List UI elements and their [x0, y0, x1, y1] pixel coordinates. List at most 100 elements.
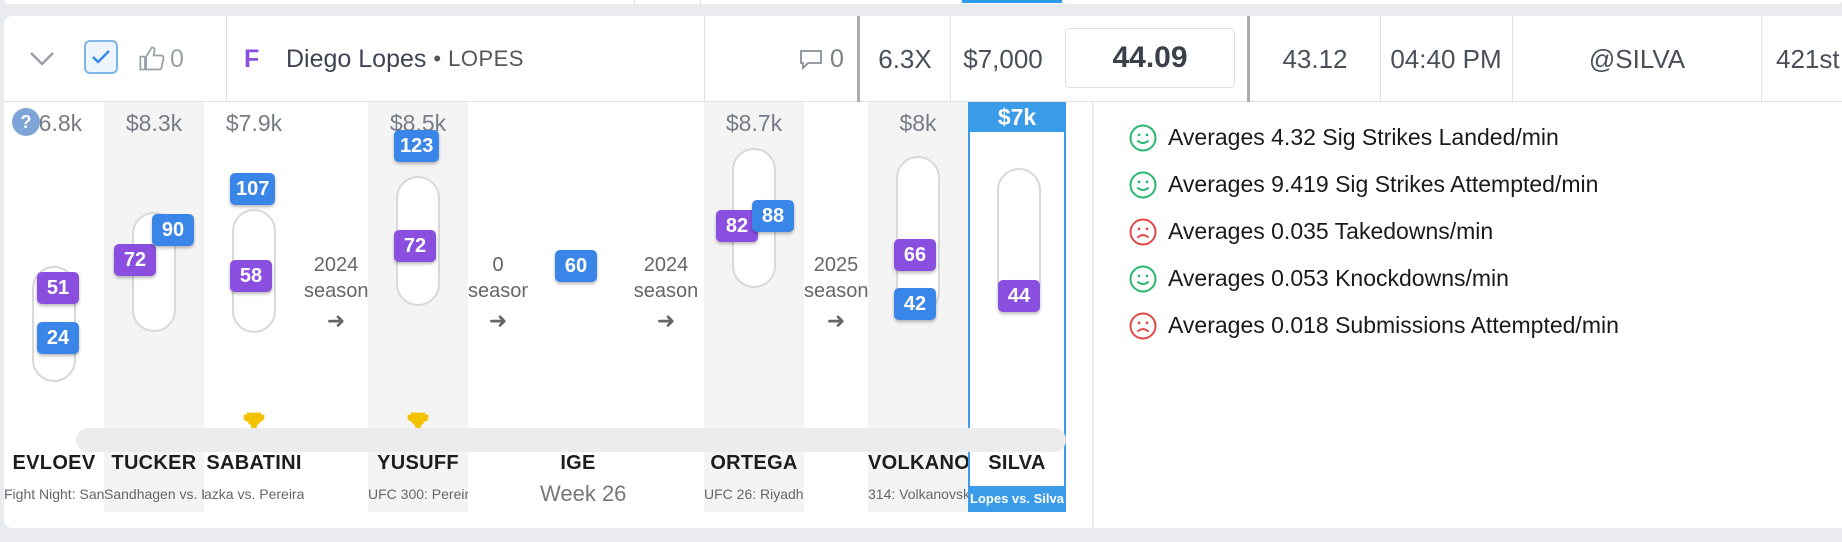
note-item: Averages 0.018 Submissions Attempted/min — [1128, 302, 1619, 349]
event-name: Sandhagen vs. Font — [104, 486, 204, 502]
opponent-name: EVLOEV — [12, 452, 96, 474]
event-name: Fight Night: Sandhagen vs. Font — [4, 486, 104, 502]
player-name-block[interactable]: Diego Lopes • LOPES — [286, 16, 524, 102]
chevron-down-icon[interactable] — [29, 51, 55, 67]
season-year: 0 — [492, 254, 504, 276]
projected-score-badge: 66 — [894, 239, 936, 271]
horizontal-scrollbar[interactable] — [76, 428, 1066, 452]
divider — [634, 0, 635, 4]
divider — [1380, 16, 1381, 102]
note-text: Averages 4.32 Sig Strikes Landed/min — [1168, 124, 1559, 150]
projected-score-badge: 44 — [998, 280, 1040, 312]
projected-score-badge: 51 — [37, 272, 79, 304]
season-label: 2024 season — [628, 252, 704, 304]
frown-icon — [1129, 312, 1157, 339]
opponent-name: TUCKER — [111, 452, 197, 474]
opponent-name: VOLKANOV — [868, 452, 984, 474]
divider — [1512, 16, 1513, 102]
opponent-name: SILVA — [988, 452, 1046, 474]
actual-score-badge: 107 — [230, 173, 276, 205]
help-icon[interactable]: ? — [12, 108, 40, 136]
week-label: Week 26 — [540, 481, 627, 506]
event-name: UFC 26: Riyadh Season Noche UFC — [704, 486, 804, 502]
salary-label: $7.9k — [225, 110, 283, 136]
divider — [226, 16, 227, 102]
frown-icon — [1129, 218, 1157, 245]
start-time: 04:40 PM — [1390, 43, 1502, 74]
projected-score-badge: 58 — [230, 260, 272, 292]
actual-score-badge: 88 — [752, 200, 794, 232]
arrow-right-icon: ➜ — [656, 308, 676, 333]
event-name: UFC 300: Pereira vs. Hill — [368, 486, 468, 502]
arrow-right-icon: ➜ — [826, 308, 846, 333]
rank: 421st — [1776, 43, 1840, 74]
comment-button[interactable]: 0 — [798, 16, 844, 102]
arrow-right-icon: ➜ — [488, 308, 508, 333]
season-year: 2024 — [643, 254, 689, 276]
season-label: 2025 season — [804, 252, 869, 304]
season-label: 0 season — [468, 252, 533, 304]
card-bottom-gap — [0, 528, 1842, 542]
note-text: Averages 9.419 Sig Strikes Attempted/min — [1168, 171, 1599, 197]
player-row[interactable]: 0 F Diego Lopes • LOPES 0 6.3X $7,000 44… — [4, 16, 1842, 102]
separator-dot: • — [433, 46, 442, 71]
like-button[interactable]: 0 — [138, 16, 184, 102]
season-year: 2024 — [313, 254, 359, 276]
salary: $7,000 — [963, 43, 1043, 74]
note-item: Averages 4.32 Sig Strikes Landed/min — [1128, 114, 1619, 161]
average-points: 43.12 — [1282, 43, 1348, 74]
divider — [1247, 16, 1250, 102]
actual-score-badge: 42 — [894, 288, 936, 320]
divider — [857, 16, 860, 102]
comment-icon — [800, 50, 822, 71]
actual-score-badge: 90 — [152, 214, 194, 246]
check-icon — [92, 50, 110, 64]
opponent: @SILVA — [1588, 43, 1686, 74]
season-word: season — [804, 280, 869, 302]
divider — [700, 0, 701, 4]
expand-toggle[interactable] — [14, 16, 70, 102]
note-text: Averages 0.018 Submissions Attempted/min — [1168, 312, 1619, 338]
trophy-icon — [368, 410, 468, 436]
projection-input[interactable]: 44.09 — [1065, 28, 1235, 88]
note-item: Averages 0.035 Takedowns/min — [1128, 208, 1619, 255]
salary-label: $8k — [899, 110, 937, 136]
season-word: season — [304, 280, 369, 302]
range-bar — [896, 156, 940, 314]
projected-score-badge: 82 — [716, 210, 758, 242]
panel-divider — [1092, 102, 1094, 528]
player-row-card: 0 F Diego Lopes • LOPES 0 6.3X $7,000 44… — [4, 16, 1842, 528]
divider — [950, 16, 951, 102]
multiplier: 6.3X — [878, 43, 932, 74]
player-notes: Averages 4.32 Sig Strikes Landed/min Aver… — [1128, 114, 1619, 349]
actual-score-badge: 60 — [555, 250, 597, 282]
thumbs-up-icon — [139, 46, 165, 71]
note-text: Averages 0.053 Knockdowns/min — [1168, 265, 1509, 291]
note-item: Averages 0.053 Knockdowns/min — [1128, 255, 1619, 302]
arrow-right-icon: ➜ — [326, 308, 346, 333]
note-item: Averages 9.419 Sig Strikes Attempted/min — [1128, 161, 1619, 208]
trophy-icon — [204, 410, 304, 436]
season-word: season — [633, 280, 699, 302]
divider — [1761, 16, 1762, 102]
season-word: season — [468, 280, 533, 302]
event-name: 314: Volkanovski vs. Lopes — [868, 486, 968, 502]
opponent-name: ORTEGA — [710, 452, 798, 474]
salary-label: $8.3k — [125, 110, 183, 136]
player-name[interactable]: Diego Lopes — [286, 44, 427, 73]
salary-label: $7k — [970, 102, 1064, 132]
note-text: Averages 0.035 Takedowns/min — [1168, 218, 1494, 244]
comment-count: 0 — [830, 44, 844, 73]
season-year: 2025 — [813, 254, 859, 276]
opponent-name: SABATINI — [206, 452, 302, 474]
select-checkbox[interactable] — [84, 40, 118, 74]
projected-score-badge: 72 — [394, 230, 436, 262]
smile-icon — [1129, 124, 1157, 151]
smile-icon — [1129, 265, 1157, 292]
position-label: F — [244, 44, 260, 73]
projected-score-badge: 72 — [114, 244, 156, 276]
like-count: 0 — [170, 44, 184, 73]
actual-score-badge: 24 — [37, 322, 79, 354]
salary-label: $8.7k — [725, 110, 783, 136]
